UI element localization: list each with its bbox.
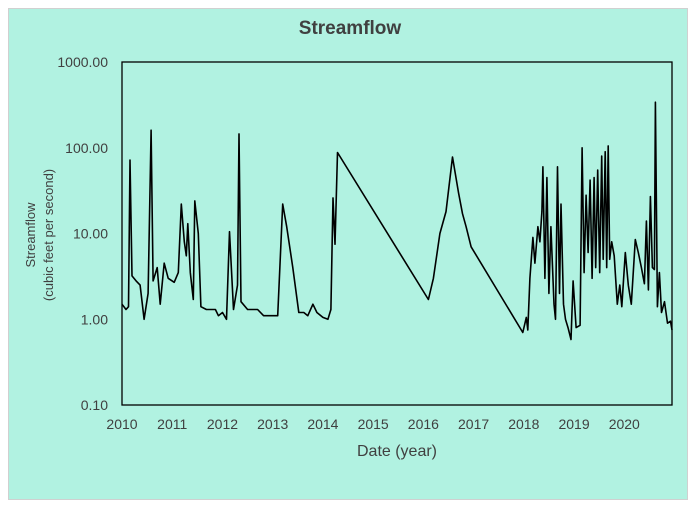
x-axis-title: Date (year) <box>357 443 437 460</box>
plot-area-border <box>121 61 673 406</box>
x-tick-label: 2017 <box>458 416 489 432</box>
x-tick-label: 2020 <box>609 416 640 432</box>
x-tick-label: 2015 <box>358 416 389 432</box>
y-tick-label: 1.00 <box>81 311 108 327</box>
y-tick-label: 10.00 <box>73 226 108 242</box>
chart-panel: Streamflow 0.10 1.00 10.00 100.00 1000.00 20… <box>8 8 688 500</box>
y-axis-ticks: 0.10 1.00 10.00 100.00 1000.00 <box>57 54 108 413</box>
y-tick-label: 100.00 <box>65 140 108 156</box>
x-tick-label: 2013 <box>257 416 288 432</box>
x-tick-label: 2019 <box>558 416 589 432</box>
y-axis-title-line-2: (cubic feet per second) <box>41 169 56 301</box>
x-tick-label: 2016 <box>408 416 439 432</box>
y-tick-label: 1000.00 <box>57 54 108 70</box>
streamflow-chart: Streamflow 0.10 1.00 10.00 100.00 1000.00 20… <box>9 9 687 499</box>
streamflow-line <box>121 101 673 341</box>
x-tick-label: 2011 <box>157 416 187 432</box>
x-tick-label: 2010 <box>106 416 137 432</box>
x-tick-label: 2014 <box>307 416 338 432</box>
x-axis-ticks: 2010 2011 2012 2013 2014 2015 2016 2017 2018 2019… <box>106 416 640 432</box>
y-tick-label: 0.10 <box>81 397 108 413</box>
y-axis-title: Streamflow (cubic feet per second) <box>23 169 56 301</box>
y-axis-title-line-1: Streamflow <box>23 202 38 268</box>
chart-title: Streamflow <box>299 18 402 39</box>
x-tick-label: 2018 <box>508 416 539 432</box>
x-tick-label: 2012 <box>207 416 238 432</box>
